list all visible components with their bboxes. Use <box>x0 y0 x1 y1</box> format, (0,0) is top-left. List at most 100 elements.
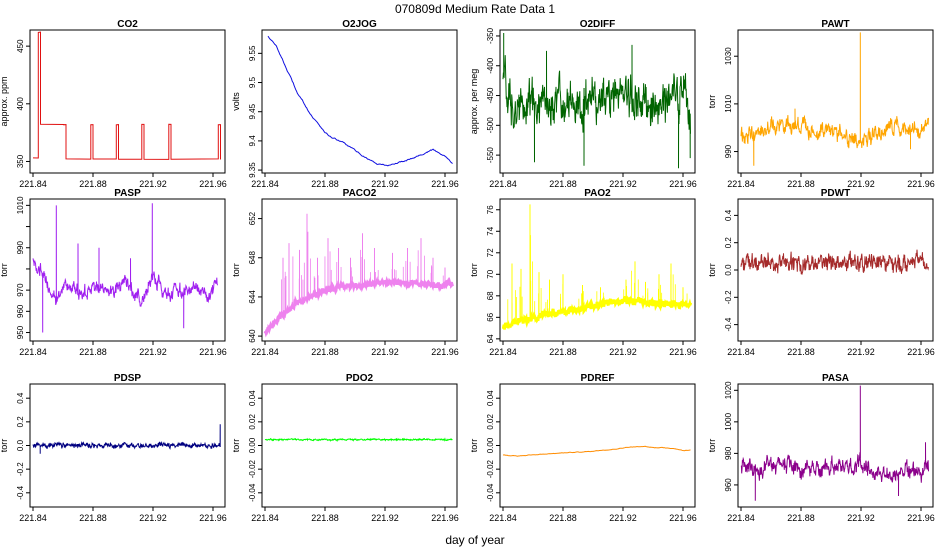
y-axis-label: torr <box>707 439 717 453</box>
x-tick-label: 221.92 <box>847 513 875 523</box>
y-tick-label: 72 <box>486 248 495 257</box>
panel-title: PDWT <box>821 188 850 199</box>
series-line-pdsp <box>32 424 221 454</box>
y-tick-label: 400 <box>16 97 25 111</box>
panel-title: CO2 <box>117 19 138 30</box>
y-tick-label: 950 <box>16 325 25 339</box>
x-tick-label: 221.88 <box>549 179 577 189</box>
x-tick-label: 221.92 <box>371 179 399 189</box>
y-tick-label: 0.0 <box>16 439 25 451</box>
x-tick-label: 221.88 <box>787 513 815 523</box>
x-tick-label: 221.88 <box>787 347 815 357</box>
y-tick-label: 652 <box>248 211 257 225</box>
series-line-co2 <box>32 31 221 160</box>
y-tick-label: 450 <box>16 39 25 53</box>
y-tick-label: 960 <box>724 478 733 492</box>
y-axis-label: volts <box>231 92 241 111</box>
x-tick-label: 221.84 <box>489 179 517 189</box>
plot-frame <box>737 383 934 508</box>
x-tick-label: 221.96 <box>199 347 227 357</box>
y-axis-label: torr <box>0 263 9 277</box>
y-axis-label: torr <box>707 95 717 109</box>
x-tick-label: 221.92 <box>139 513 167 523</box>
x-tick-label: 221.88 <box>79 347 107 357</box>
panel-title: PDSP <box>114 373 142 384</box>
y-tick-label: 1010 <box>16 196 25 214</box>
figure-title: 070809d Medium Rate Data 1 <box>395 2 555 16</box>
x-tick-label: 221.84 <box>19 347 47 357</box>
panel-title: PAO2 <box>584 188 611 199</box>
series-line-pasa <box>740 385 929 501</box>
x-axis-label: day of year <box>445 533 504 547</box>
y-tick-label: 990 <box>16 241 25 255</box>
plot-frame <box>737 29 934 174</box>
series-line-pasp <box>32 203 218 333</box>
x-tick-label: 221.92 <box>847 347 875 357</box>
y-tick-label: -0.4 <box>16 485 25 499</box>
x-tick-label: 221.84 <box>19 513 47 523</box>
y-tick-label: -550 <box>486 147 495 164</box>
x-tick-label: 221.92 <box>609 347 637 357</box>
y-tick-label: -0.2 <box>724 290 733 304</box>
y-tick-label: 1020 <box>724 381 733 399</box>
y-tick-label: -0.4 <box>724 317 733 331</box>
panel-paco2: PACO2 torr 221.84 221.88 221.92 221.96 640 644 6… <box>231 188 459 357</box>
y-tick-label: 9.5 <box>248 76 257 88</box>
x-tick-label: 221.96 <box>431 513 459 523</box>
x-tick-label: 221.92 <box>609 179 637 189</box>
x-tick-label: 221.84 <box>251 513 279 523</box>
x-tick-label: 221.92 <box>609 513 637 523</box>
y-tick-label: 648 <box>248 251 257 265</box>
y-axis-label: torr <box>0 439 9 453</box>
x-tick-label: 221.92 <box>139 347 167 357</box>
y-axis-label: torr <box>469 439 479 453</box>
panel-title: O2JOG <box>342 19 377 30</box>
x-tick-label: 221.96 <box>431 179 459 189</box>
y-tick-label: -450 <box>486 87 495 104</box>
x-tick-label: 221.84 <box>19 179 47 189</box>
y-tick-label: 70 <box>486 269 495 278</box>
panel-title: PAWT <box>821 19 849 30</box>
panel-pawt: PAWT torr 221.84 221.88 221.92 221.96 990 1010 1… <box>707 19 935 189</box>
x-tick-label: 221.84 <box>727 513 755 523</box>
panel-title: PDREF <box>581 373 615 384</box>
y-tick-label: 0.02 <box>248 414 257 430</box>
y-tick-label: -0.04 <box>486 483 495 502</box>
panel-title: PACO2 <box>343 188 377 199</box>
y-axis-label: torr <box>707 263 717 277</box>
x-tick-label: 221.88 <box>549 513 577 523</box>
y-axis-label: approx. per meg <box>469 69 479 135</box>
x-tick-label: 221.84 <box>251 179 279 189</box>
panel-pao2: PAO2 torr 221.84 221.88 221.92 221.96 64 66 68 70… <box>469 188 697 357</box>
x-tick-label: 221.92 <box>139 179 167 189</box>
y-tick-label: 990 <box>724 144 733 158</box>
y-axis-label: torr <box>231 439 241 453</box>
y-tick-label: -0.04 <box>248 483 257 502</box>
x-tick-label: 221.88 <box>311 513 339 523</box>
y-tick-label: 0.2 <box>724 237 733 249</box>
y-tick-label: 0.04 <box>248 390 257 406</box>
y-tick-label: 640 <box>248 329 257 343</box>
x-tick-label: 221.88 <box>311 179 339 189</box>
y-tick-label: 64 <box>486 334 495 343</box>
panel-title: PASA <box>822 373 849 384</box>
plot-frame <box>499 383 696 508</box>
x-tick-label: 221.96 <box>669 513 697 523</box>
y-tick-label: 644 <box>248 290 257 304</box>
x-tick-label: 221.84 <box>489 347 517 357</box>
y-tick-label: 9.45 <box>248 103 257 119</box>
x-tick-label: 221.96 <box>907 179 935 189</box>
series-line-pdref <box>502 445 691 457</box>
panel-co2: CO2 approx. ppm 221.84 221.88 221.92 221.96 35… <box>0 19 227 189</box>
y-tick-label: 1010 <box>724 94 733 112</box>
panel-title: O2DIFF <box>580 19 616 30</box>
x-tick-label: 221.84 <box>489 513 517 523</box>
y-tick-label: 76 <box>486 205 495 214</box>
series-line-o2diff <box>502 33 691 169</box>
x-tick-label: 221.88 <box>79 513 107 523</box>
y-tick-label: 970 <box>16 283 25 297</box>
plot-frame <box>29 29 226 174</box>
plot-frame <box>499 29 696 174</box>
panel-o2diff: O2DIFF approx. per meg 221.84 221.88 221.92 2… <box>469 19 697 189</box>
